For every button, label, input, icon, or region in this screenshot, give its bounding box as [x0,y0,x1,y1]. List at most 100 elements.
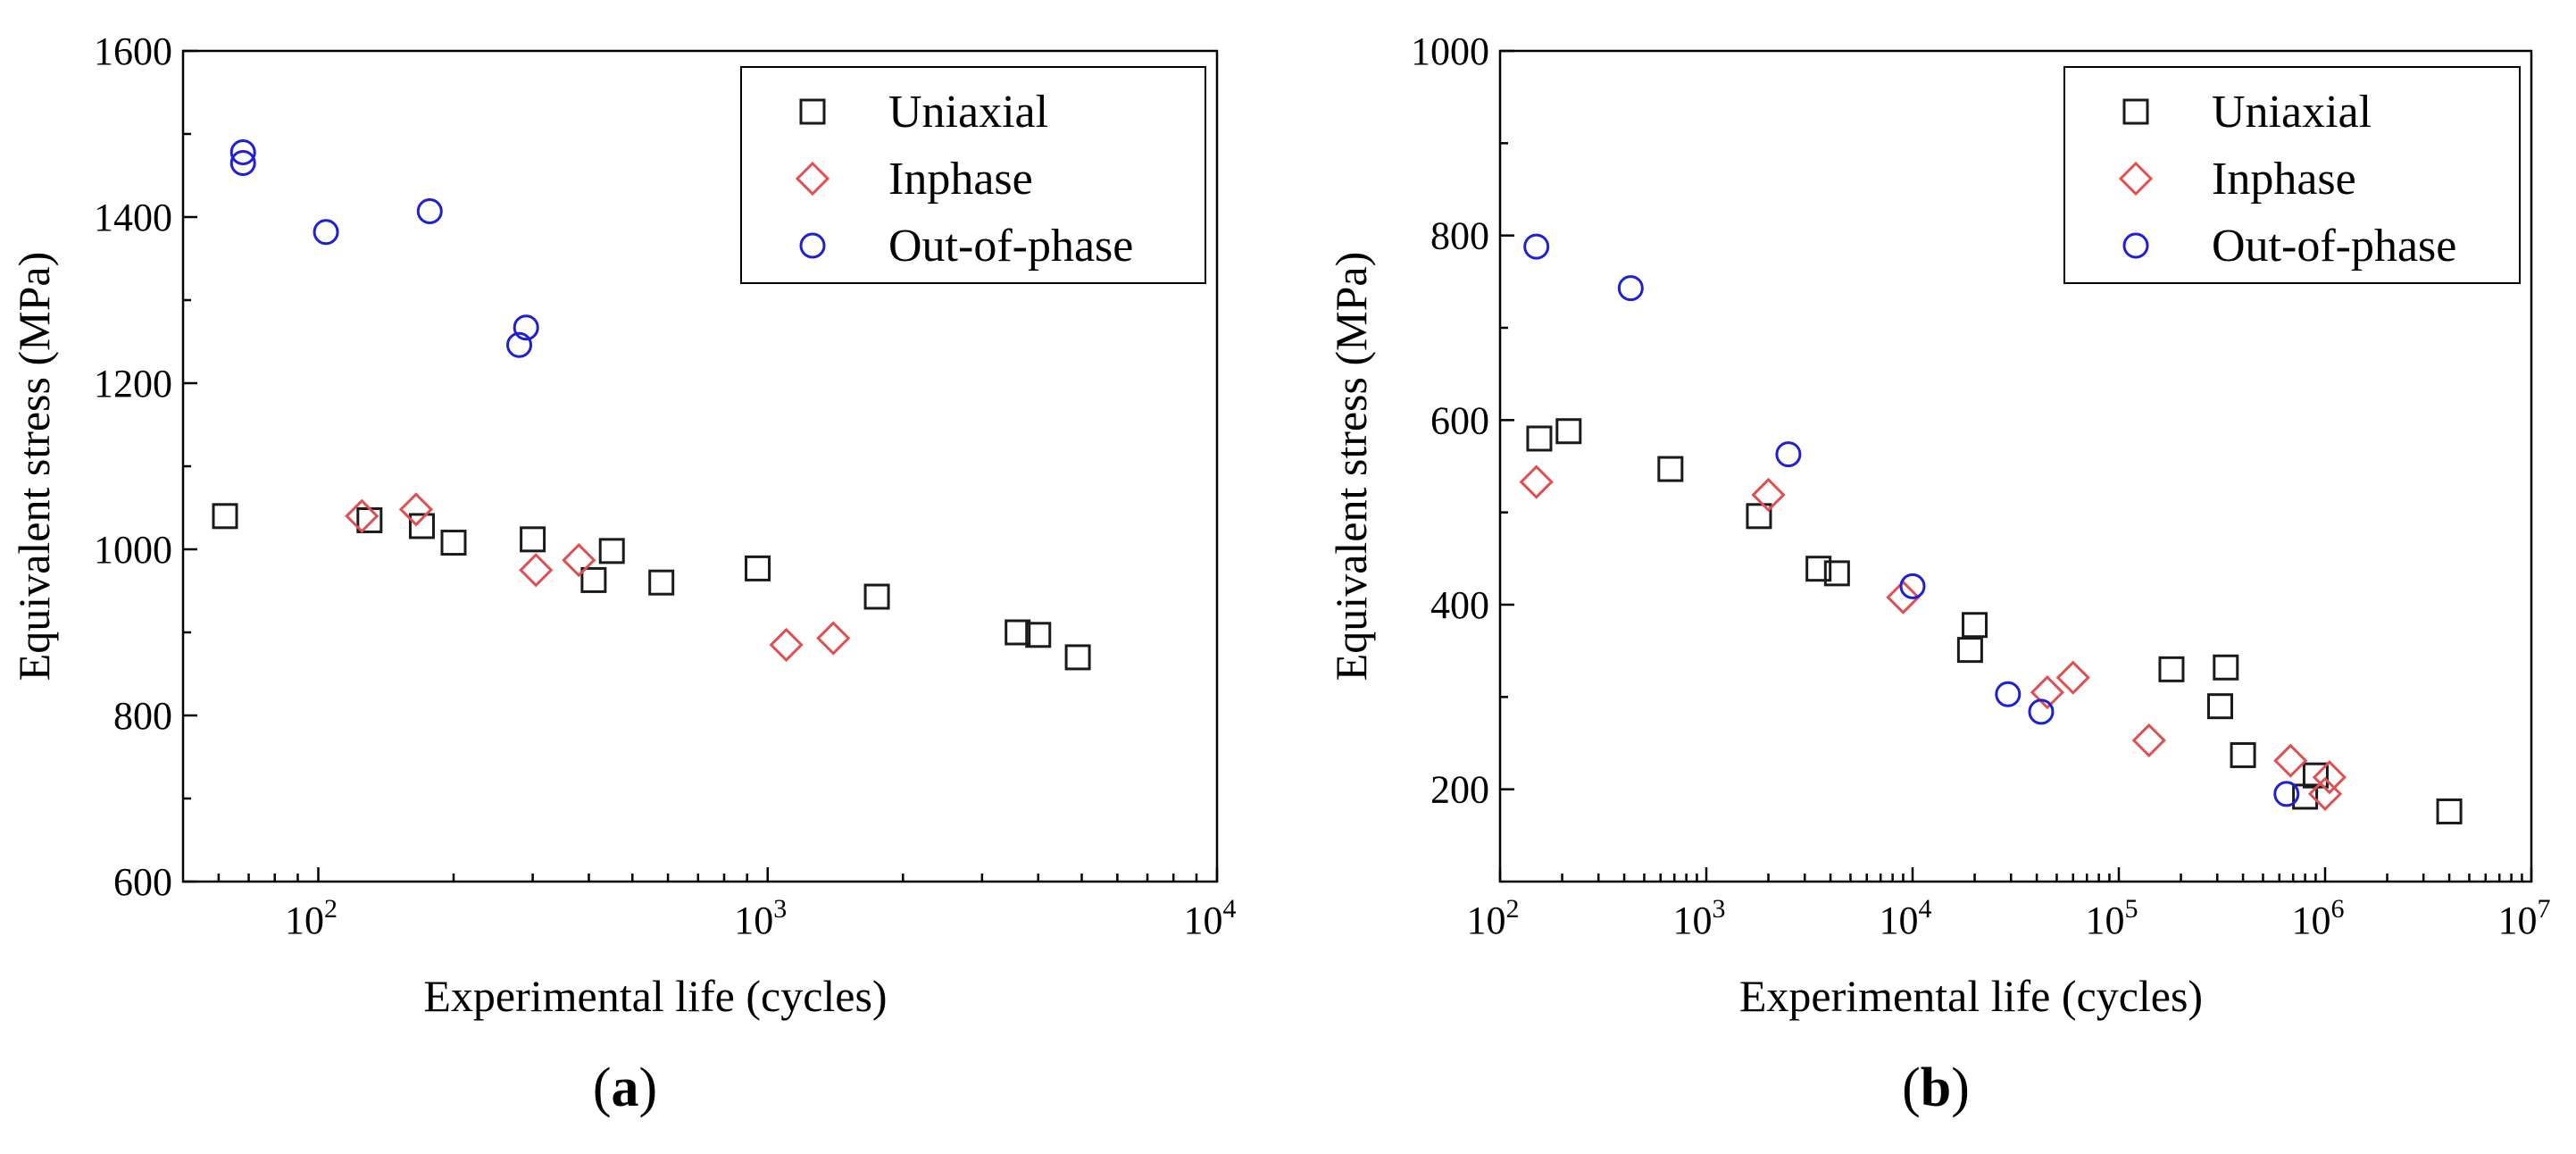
data-point-square [1746,503,1772,530]
x-tick-label: 103 [734,894,787,942]
data-point-circle [506,331,533,358]
data-point-diamond [398,492,434,527]
data-point-square [356,506,383,533]
data-point-square [1005,619,1031,646]
data-point-circle [1617,275,1644,302]
data-point-diamond [562,542,596,578]
y-tick-label: 600 [1430,398,1489,442]
data-point-square [408,513,435,539]
series-inphase [345,492,851,663]
panel-label: (b) [1902,1058,1970,1118]
y-tick-label: 1000 [1411,29,1489,73]
data-point-circle [229,138,256,165]
data-point-square [1805,556,1832,582]
x-tick-label: 102 [1467,894,1520,942]
legend-marker-diamond [2118,161,2154,197]
data-point-diamond [816,621,851,656]
series-uniaxial [1526,418,2463,824]
data-point-square [2436,798,2463,824]
data-point-diamond [2307,776,2343,811]
x-tick-label: 102 [285,894,338,942]
legend-marker-diamond [795,161,830,197]
legend: Uniaxial Inphase Out-of-phase [740,66,1206,284]
data-point-circle [313,219,339,246]
y-tick-label: 200 [1430,768,1489,812]
data-point-square [1025,622,1052,648]
data-point-square [2230,741,2256,768]
x-axis-label: Experimental life (cycles) [423,971,887,1021]
data-point-square [1956,637,1983,664]
series-inphase [1519,464,2347,811]
x-tick-label: 106 [2292,894,2345,942]
legend: Uniaxial Inphase Out-of-phase [2063,66,2521,284]
x-tick-label: 104 [1184,894,1237,942]
x-tick-label: 107 [2498,894,2551,942]
data-point-diamond [2030,675,2065,710]
series-out-of-phase [229,138,539,358]
y-axis-label: Equivalent stress (MPa) [9,252,59,681]
data-point-diamond [2273,743,2308,778]
legend-marker-circle [2122,232,2149,259]
data-point-circle [513,314,539,341]
y-tick-label: 600 [113,860,172,904]
data-point-circle [229,150,256,177]
data-point-square [2213,654,2239,681]
legend-box [2063,66,2521,284]
data-point-square [440,530,467,556]
data-point-circle [416,197,443,224]
legend-box [740,66,1206,284]
chart-panel-a: 600 800 1000 1200 1400 1600 102 103 104 Experimen… [9,29,1237,1118]
data-point-diamond [1751,477,1786,513]
legend-entry-label: Inphase [2212,154,2356,205]
data-point-square [520,526,546,553]
x-tick-label: 103 [1673,894,1726,942]
x-tick-label: 104 [1880,894,1932,942]
panel-label: (a) [593,1058,657,1118]
series-out-of-phase [1523,233,2300,807]
data-point-diamond [1886,580,1921,615]
y-tick-label: 1000 [94,528,172,572]
data-point-circle [1523,233,1550,260]
plot-frame [1498,49,2533,883]
data-point-circle [2028,698,2055,725]
y-axis-label: Equivalent stress (MPa) [1326,252,1376,681]
legend-entry-label: Uniaxial [888,87,1048,138]
data-point-diamond [2312,760,2347,795]
y-tick-label: 1400 [94,196,172,239]
data-point-square [1962,612,1988,639]
data-point-circle [1899,573,1926,599]
y-tick-label: 1600 [94,29,172,73]
data-point-square [1555,418,1582,445]
data-point-diamond [769,627,804,663]
data-point-square [648,569,675,596]
legend-entry-label: Out-of-phase [2212,221,2456,272]
legend-entry-label: Uniaxial [2212,87,2372,138]
x-axis-label: Experimental life (cycles) [1739,971,2203,1021]
data-point-circle [2273,781,2300,807]
data-point-diamond [2055,660,2090,695]
y-tick-label: 1200 [94,362,172,406]
data-point-square [863,583,890,610]
data-point-square [1526,425,1553,452]
data-point-square [598,538,625,564]
data-point-square [212,503,238,530]
data-point-square [1657,456,1684,482]
y-tick-label: 800 [113,694,172,738]
data-point-diamond [345,498,379,533]
legend-entry-label: Out-of-phase [888,221,1133,272]
data-point-square [1064,644,1091,671]
data-point-diamond [2131,723,2166,758]
y-tick-label: 400 [1430,583,1489,627]
data-point-square [745,555,771,581]
legend-marker-square [2122,98,2149,125]
data-point-square [2158,656,2185,682]
y-tick-label: 800 [1430,214,1489,258]
data-point-square [1823,560,1850,587]
series-uniaxial [212,503,1091,671]
data-point-diamond [519,553,554,588]
legend-entry-label: Inphase [888,154,1033,205]
x-tick-label: 105 [2086,894,2138,942]
data-point-square [2207,693,2234,720]
chart-panel-b: 200 400 600 800 1000 102 103 104 105 106 107 Experi… [1326,29,2551,1118]
